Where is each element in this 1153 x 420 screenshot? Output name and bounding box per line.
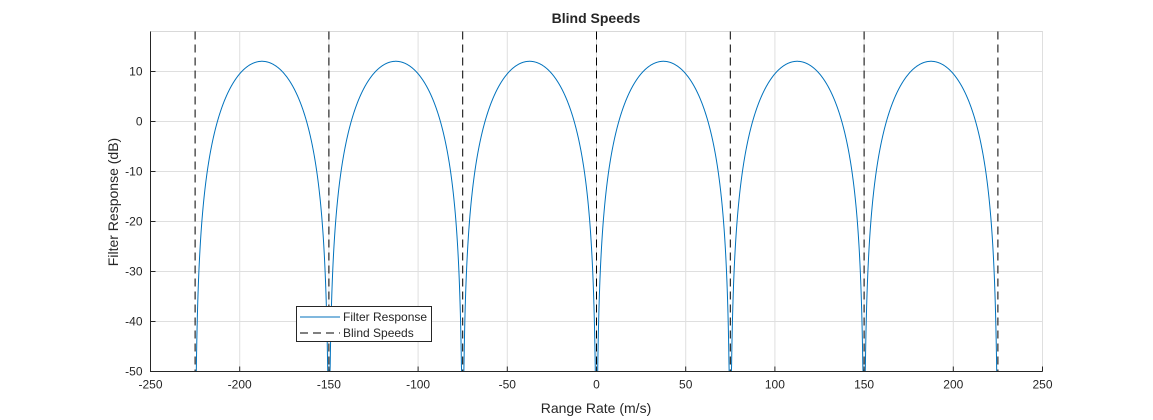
y-tick-label: -30 [125, 265, 143, 279]
y-tick-label: -50 [125, 365, 143, 379]
y-axis-label: Filter Response (dB) [105, 138, 121, 266]
legend: Filter Response Blind Speeds [296, 306, 432, 342]
y-tick-label: -40 [125, 315, 143, 329]
x-tick-label: 150 [854, 378, 874, 392]
x-tick-label: 0 [593, 378, 600, 392]
legend-label-blind-speeds: Blind Speeds [343, 326, 414, 340]
x-tick-label: 200 [943, 378, 963, 392]
x-tick-label: -150 [317, 378, 341, 392]
x-tick-label: 250 [1032, 378, 1052, 392]
y-tick-label: -20 [125, 215, 143, 229]
y-tick-label: 10 [129, 65, 143, 79]
x-tick-label: -200 [228, 378, 252, 392]
chart-title: Blind Speeds [552, 10, 641, 26]
x-tick-label: -50 [499, 378, 517, 392]
y-tick-label: -10 [125, 165, 143, 179]
x-tick-label: -100 [406, 378, 430, 392]
axes: -250 -200 -150 -100 -50 0 50 100 150 200 250-50-40… [125, 31, 1053, 392]
x-tick-label: 50 [679, 378, 693, 392]
x-tick-label: -250 [138, 378, 162, 392]
y-tick-label: 0 [136, 115, 143, 129]
legend-box [296, 306, 432, 342]
x-axis-label: Range Rate (m/s) [541, 400, 651, 416]
x-tick-label: 100 [765, 378, 785, 392]
legend-label-filter-response: Filter Response [343, 310, 427, 324]
